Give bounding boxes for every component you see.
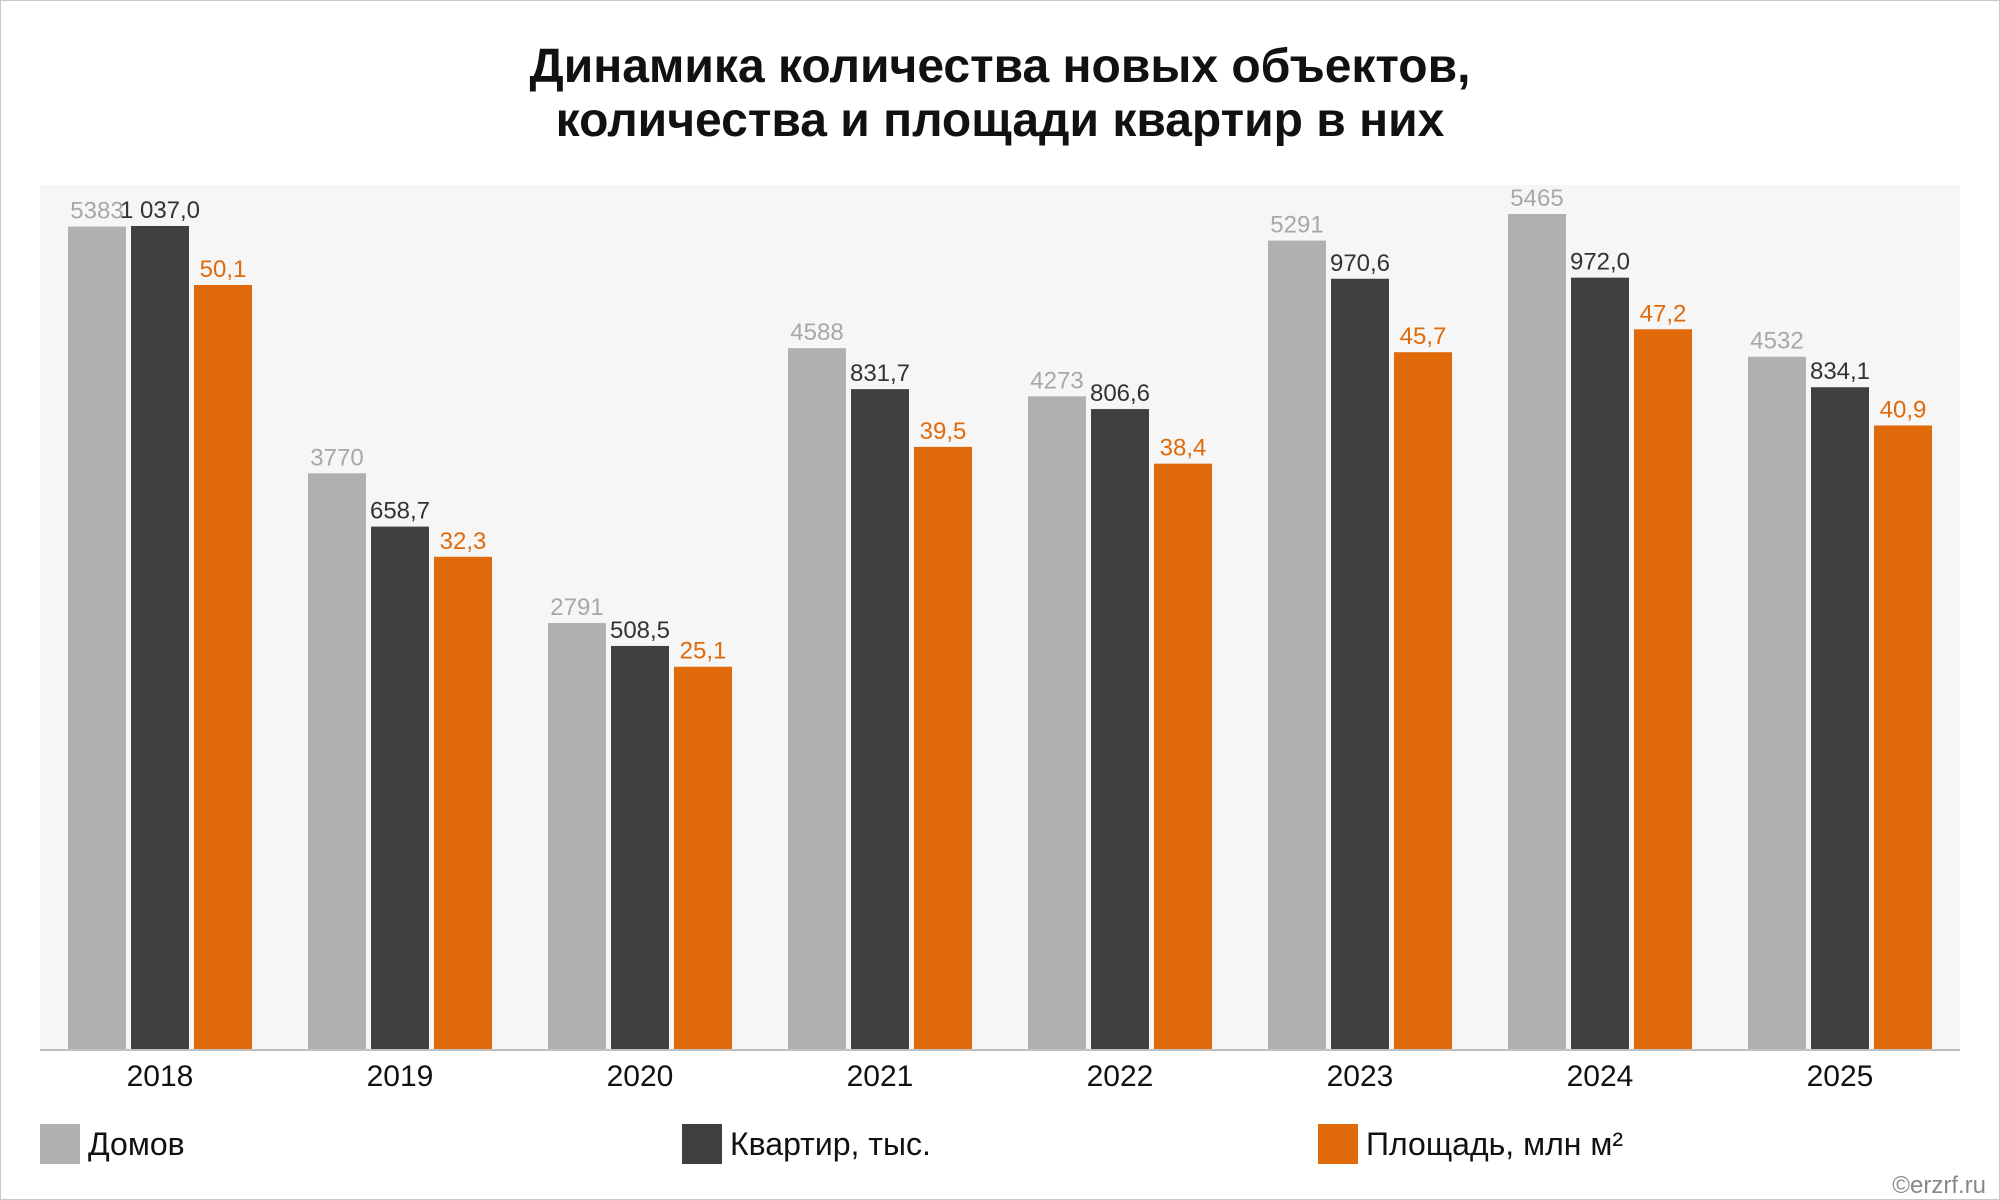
- bar-2020-series-2: [674, 666, 732, 1050]
- data-label-2020-series-1: 508,5: [610, 617, 670, 644]
- data-label-2023-series-0: 5291: [1270, 212, 1323, 239]
- bar-2024-series-0: [1508, 214, 1566, 1050]
- bar-2023-series-1: [1331, 278, 1389, 1050]
- legend-swatch-houses: [40, 1124, 80, 1164]
- legend-item-area: Площадь, млн м²: [1318, 1124, 1623, 1164]
- bar-2020-series-1: [611, 645, 669, 1050]
- bar-2024-series-1: [1571, 277, 1629, 1050]
- x-tick-label-2024: 2024: [1567, 1060, 1634, 1093]
- bar-2018-series-0: [68, 226, 126, 1050]
- data-label-2025-series-0: 4532: [1750, 328, 1803, 355]
- data-label-2022-series-1: 806,6: [1090, 380, 1150, 407]
- data-label-2018-series-0: 5383: [70, 198, 123, 225]
- x-tick-label-2021: 2021: [847, 1060, 914, 1093]
- bar-2023-series-0: [1268, 240, 1326, 1051]
- data-label-2023-series-1: 970,6: [1330, 250, 1390, 277]
- bar-2021-series-0: [788, 348, 846, 1051]
- data-label-2019-series-1: 658,7: [370, 498, 430, 525]
- bar-2021-series-1: [851, 389, 909, 1050]
- bar-2022-series-1: [1091, 409, 1149, 1050]
- x-tick-label-2019: 2019: [367, 1060, 434, 1093]
- bar-2022-series-0: [1028, 396, 1086, 1050]
- data-label-2025-series-1: 834,1: [1810, 358, 1870, 385]
- legend-label-area: Площадь, млн м²: [1366, 1125, 1623, 1162]
- x-tick-label-2020: 2020: [607, 1060, 674, 1093]
- data-label-2022-series-2: 38,4: [1160, 435, 1207, 462]
- credit-text: ©erzrf.ru: [1892, 1172, 1986, 1199]
- legend-swatch-apartments: [682, 1124, 722, 1164]
- data-label-2021-series-0: 4588: [790, 319, 843, 346]
- chart-title-line-2: количества и площади квартир в них: [555, 94, 1445, 147]
- x-tick-label-2023: 2023: [1327, 1060, 1394, 1093]
- bar-2019-series-0: [308, 473, 366, 1050]
- data-label-2023-series-2: 45,7: [1400, 323, 1447, 350]
- bar-2019-series-2: [434, 556, 492, 1050]
- x-tick-label-2018: 2018: [127, 1060, 194, 1093]
- bar-2025-series-1: [1811, 387, 1869, 1050]
- data-label-2021-series-2: 39,5: [920, 418, 967, 445]
- bar-2024-series-2: [1634, 329, 1692, 1050]
- legend-item-apartments: Квартир, тыс.: [682, 1124, 931, 1164]
- bar-2025-series-0: [1748, 356, 1806, 1050]
- bar-2022-series-2: [1154, 463, 1212, 1050]
- legend-swatch-area: [1318, 1124, 1358, 1164]
- legend-item-houses: Домов: [40, 1124, 185, 1164]
- data-label-2020-series-2: 25,1: [680, 638, 727, 665]
- data-label-2018-series-1: 1 037,0: [120, 197, 200, 224]
- data-label-2024-series-0: 5465: [1510, 185, 1563, 212]
- data-label-2022-series-0: 4273: [1030, 367, 1083, 394]
- x-tick-label-2025: 2025: [1807, 1060, 1874, 1093]
- bar-2018-series-1: [131, 226, 189, 1050]
- chart-title: Динамика количества новых объектов, коли…: [0, 40, 2000, 148]
- chart-title-line-1: Динамика количества новых объектов,: [529, 40, 1471, 93]
- data-label-2024-series-1: 972,0: [1570, 249, 1630, 276]
- data-label-2025-series-2: 40,9: [1880, 396, 1927, 423]
- legend-label-apartments: Квартир, тыс.: [730, 1125, 931, 1162]
- data-label-2020-series-0: 2791: [550, 594, 603, 621]
- bar-2018-series-2: [194, 285, 252, 1050]
- data-label-2024-series-2: 47,2: [1640, 300, 1687, 327]
- legend-label-houses: Домов: [88, 1125, 185, 1162]
- data-label-2018-series-2: 50,1: [200, 256, 247, 283]
- bar-2019-series-1: [371, 526, 429, 1050]
- bar-2020-series-0: [548, 623, 606, 1050]
- x-tick-label-2022: 2022: [1087, 1060, 1154, 1093]
- data-label-2019-series-0: 3770: [310, 444, 363, 471]
- data-label-2019-series-2: 32,3: [440, 528, 487, 555]
- data-label-2021-series-1: 831,7: [850, 360, 910, 387]
- bar-2023-series-2: [1394, 352, 1452, 1050]
- bar-2021-series-2: [914, 446, 972, 1050]
- bar-2025-series-2: [1874, 425, 1932, 1051]
